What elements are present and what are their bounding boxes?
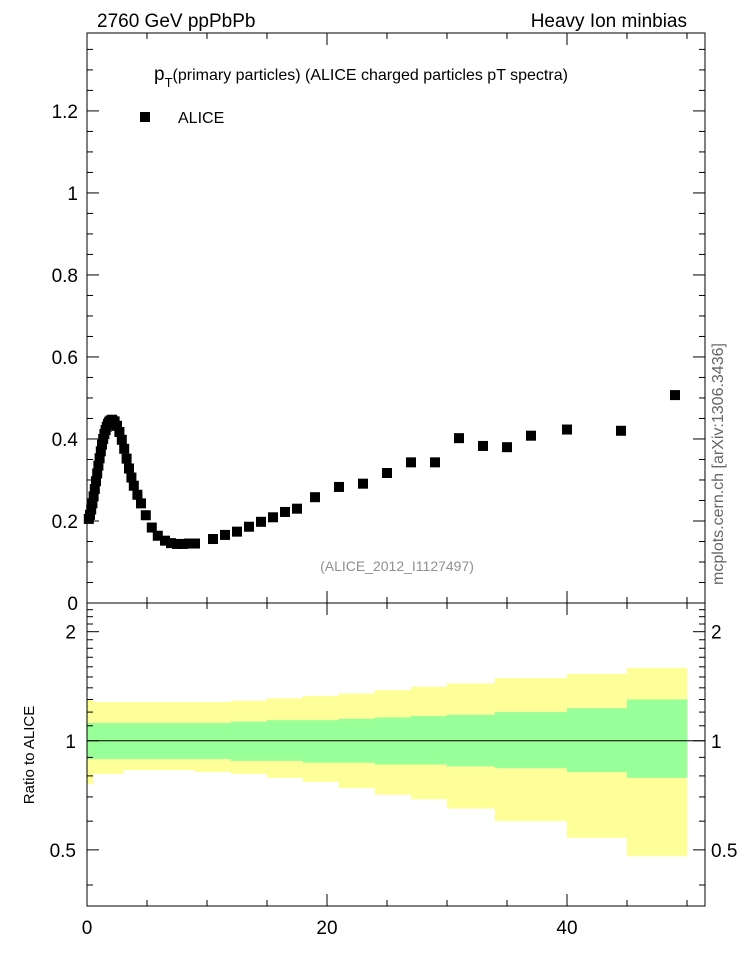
data-point: [121, 453, 132, 464]
ratio-y-tick-labels: 0.5 0.5 1 1 2 2: [50, 623, 738, 862]
legend-label: ALICE: [178, 110, 224, 127]
data-point: [119, 443, 130, 454]
data-point: [190, 538, 200, 549]
x-tick-label: 40: [556, 918, 577, 939]
data-point: [116, 434, 127, 445]
data-point: [562, 424, 572, 435]
analysis-watermark: (ALICE_2012_I1127497): [320, 558, 474, 574]
data-point: [87, 498, 98, 509]
data-point: [478, 440, 488, 451]
ratio-plot: 0.5 0.5 1 1 2 2 0 20 40 Ratio to ALICE: [21, 602, 738, 939]
data-point: [502, 442, 512, 453]
data-point: [95, 446, 106, 457]
ratio-y-tick-label-right: 2: [711, 623, 722, 644]
data-point: [526, 430, 536, 441]
data-point: [406, 457, 416, 468]
data-point: [178, 538, 188, 549]
data-point: [92, 468, 103, 479]
data-point: [128, 480, 139, 491]
plot-title: pT(primary particles) (ALICE charged par…: [154, 64, 568, 90]
inner-band-bin: [495, 712, 568, 769]
ratio-y-tick-label-right: 1: [711, 732, 722, 753]
source-side-label: mcplots.cern.ch [arXiv:1306.3436]: [710, 343, 727, 585]
main-y-tick-label: 0.4: [52, 430, 79, 451]
main-y-zero-label: 0: [67, 594, 78, 615]
main-plot: 0.2 0.4 0.6 0.8 1 1.2 0 pT(primary particles) …: [52, 32, 706, 615]
data-point: [310, 492, 320, 503]
header-left: 2760 GeV ppPbPb: [97, 11, 255, 32]
ratio-bands: [87, 667, 688, 857]
data-point: [88, 491, 99, 502]
data-point: [232, 526, 242, 537]
data-point: [136, 498, 146, 509]
main-y-tick-label: 0.6: [52, 348, 78, 369]
inner-band-bin: [303, 720, 340, 763]
data-point: [85, 509, 95, 520]
data-point: [89, 484, 100, 494]
main-y-tick-label: 1.2: [52, 102, 78, 123]
data-point: [184, 538, 194, 549]
data-point: [152, 530, 163, 541]
data-point: [382, 468, 392, 479]
data-point: [280, 506, 290, 517]
x-tick-labels: 0 20 40: [82, 918, 578, 939]
data-point: [244, 521, 254, 532]
data-point: [220, 529, 230, 540]
header-right: Heavy Ion minbias: [531, 11, 687, 32]
main-y-tick-labels: 0.2 0.4 0.6 0.8 1 1.2 0: [52, 102, 79, 615]
data-point: [140, 510, 151, 521]
x-tick-label: 0: [82, 918, 93, 939]
data-point: [268, 512, 278, 523]
data-point: [616, 425, 626, 436]
main-ticks: [86, 33, 705, 604]
data-point: [124, 463, 134, 474]
data-point: [146, 522, 157, 533]
inner-band-bin: [627, 699, 688, 778]
data-point: [86, 504, 97, 515]
ratio-y-axis-label: Ratio to ALICE: [21, 706, 38, 804]
ratio-y-tick-label: 0.5: [50, 841, 76, 862]
ratio-y-tick-label: 2: [65, 623, 76, 644]
data-point: [94, 453, 105, 464]
data-point: [114, 427, 125, 437]
main-y-tick-label: 1: [67, 184, 78, 205]
data-point: [256, 516, 266, 527]
data-point: [292, 503, 302, 514]
ratio-y-tick-label: 1: [65, 732, 76, 753]
data-point: [93, 460, 104, 471]
ratio-plot-frame: [86, 602, 706, 907]
main-y-tick-label: 0.8: [52, 266, 78, 287]
data-point: [97, 439, 107, 450]
ratio-y-tick-label-right: 0.5: [711, 841, 737, 862]
data-points: [83, 390, 680, 549]
data-point: [208, 534, 218, 545]
data-point: [166, 538, 176, 549]
data-point: [454, 433, 464, 444]
x-tick-label: 20: [316, 918, 337, 939]
data-point: [670, 390, 680, 401]
data-point: [172, 538, 182, 549]
data-point: [358, 478, 368, 489]
data-point: [112, 420, 122, 431]
data-point: [132, 489, 143, 500]
data-point: [430, 457, 440, 468]
data-point: [91, 476, 101, 487]
legend-marker: [140, 112, 150, 122]
data-point: [160, 535, 170, 546]
data-point: [126, 472, 137, 483]
main-y-tick-label: 0.2: [52, 512, 78, 533]
ratio-ticks: [86, 602, 705, 906]
data-point: [334, 481, 344, 492]
inner-band-bin: [567, 708, 628, 773]
